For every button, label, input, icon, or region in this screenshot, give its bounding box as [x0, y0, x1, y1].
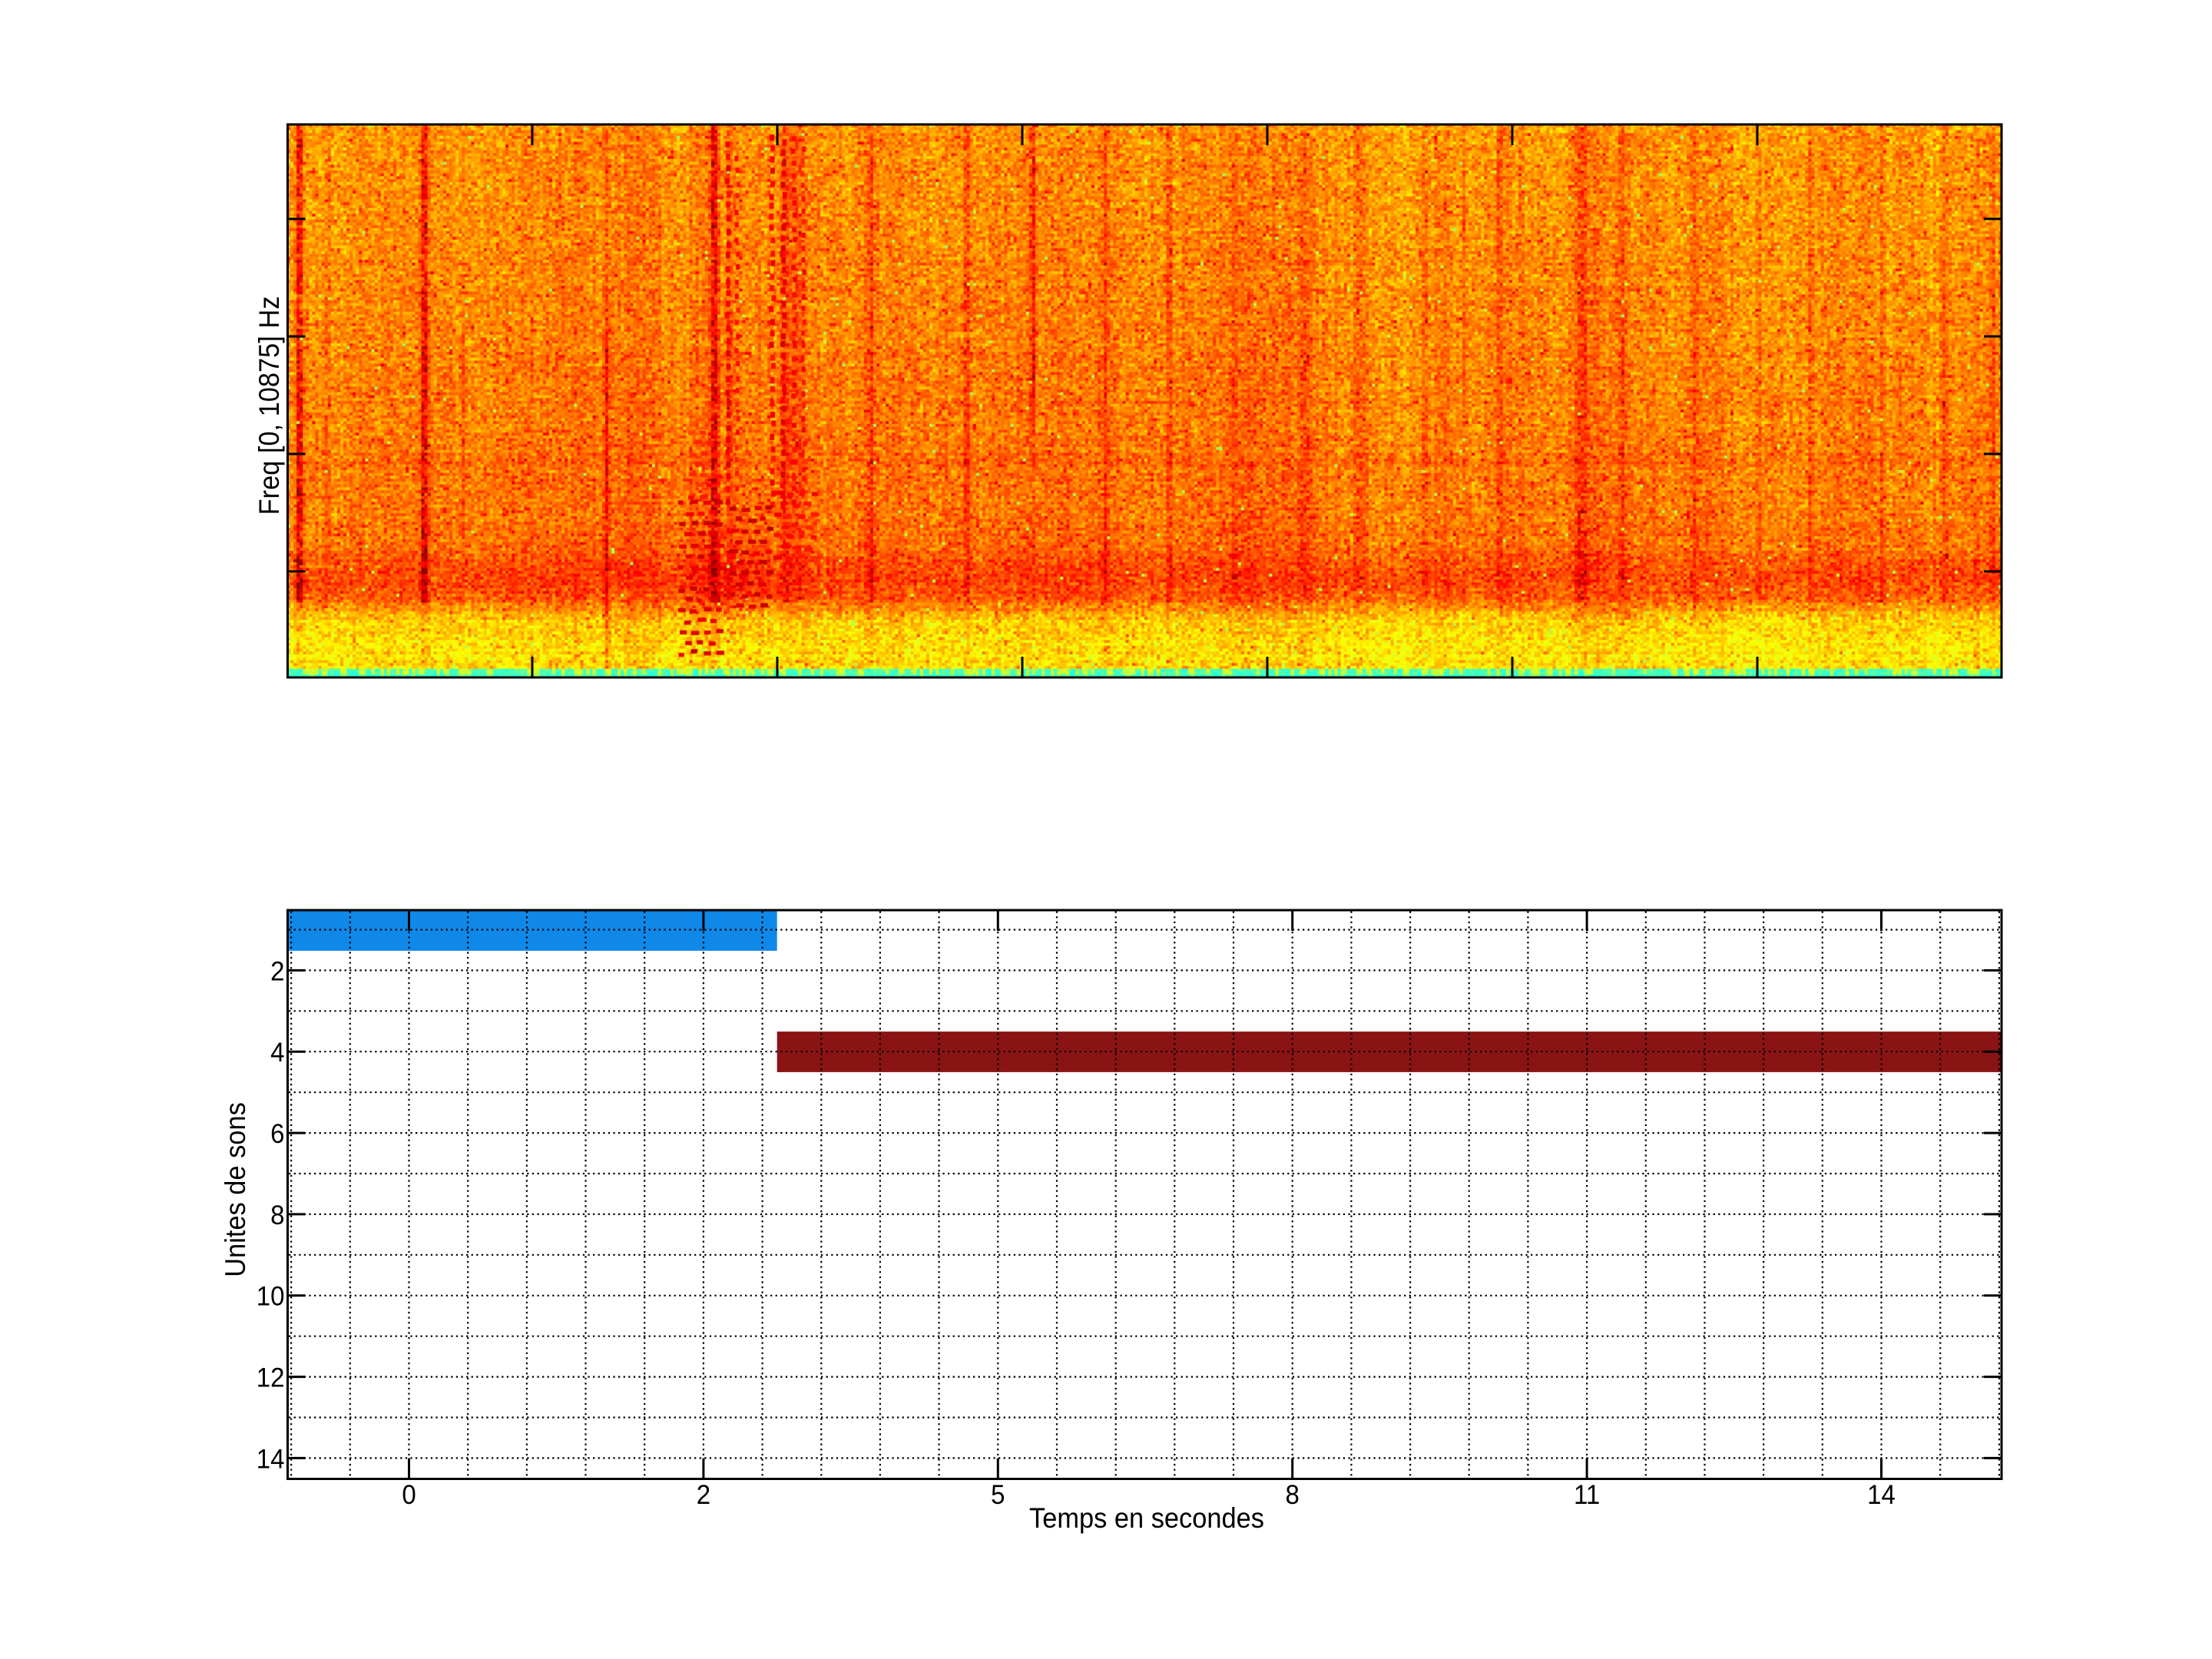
- svg-text:8: 8: [270, 1200, 284, 1230]
- svg-text:8: 8: [1286, 1480, 1300, 1510]
- svg-text:Freq [0, 10875] Hz: Freq [0, 10875] Hz: [253, 296, 285, 515]
- svg-text:10: 10: [257, 1282, 285, 1312]
- svg-text:2: 2: [270, 956, 284, 986]
- svg-text:4: 4: [270, 1038, 284, 1068]
- svg-text:12: 12: [257, 1363, 285, 1392]
- svg-text:14: 14: [257, 1444, 285, 1474]
- svg-text:Temps en secondes: Temps en secondes: [1029, 1502, 1264, 1534]
- svg-text:14: 14: [1867, 1480, 1896, 1510]
- svg-text:6: 6: [270, 1119, 284, 1149]
- svg-text:0: 0: [402, 1480, 416, 1510]
- svg-text:Unites de sons: Unites de sons: [220, 1102, 251, 1277]
- svg-text:5: 5: [991, 1480, 1005, 1510]
- svg-text:2: 2: [697, 1480, 710, 1510]
- svg-text:11: 11: [1574, 1480, 1600, 1510]
